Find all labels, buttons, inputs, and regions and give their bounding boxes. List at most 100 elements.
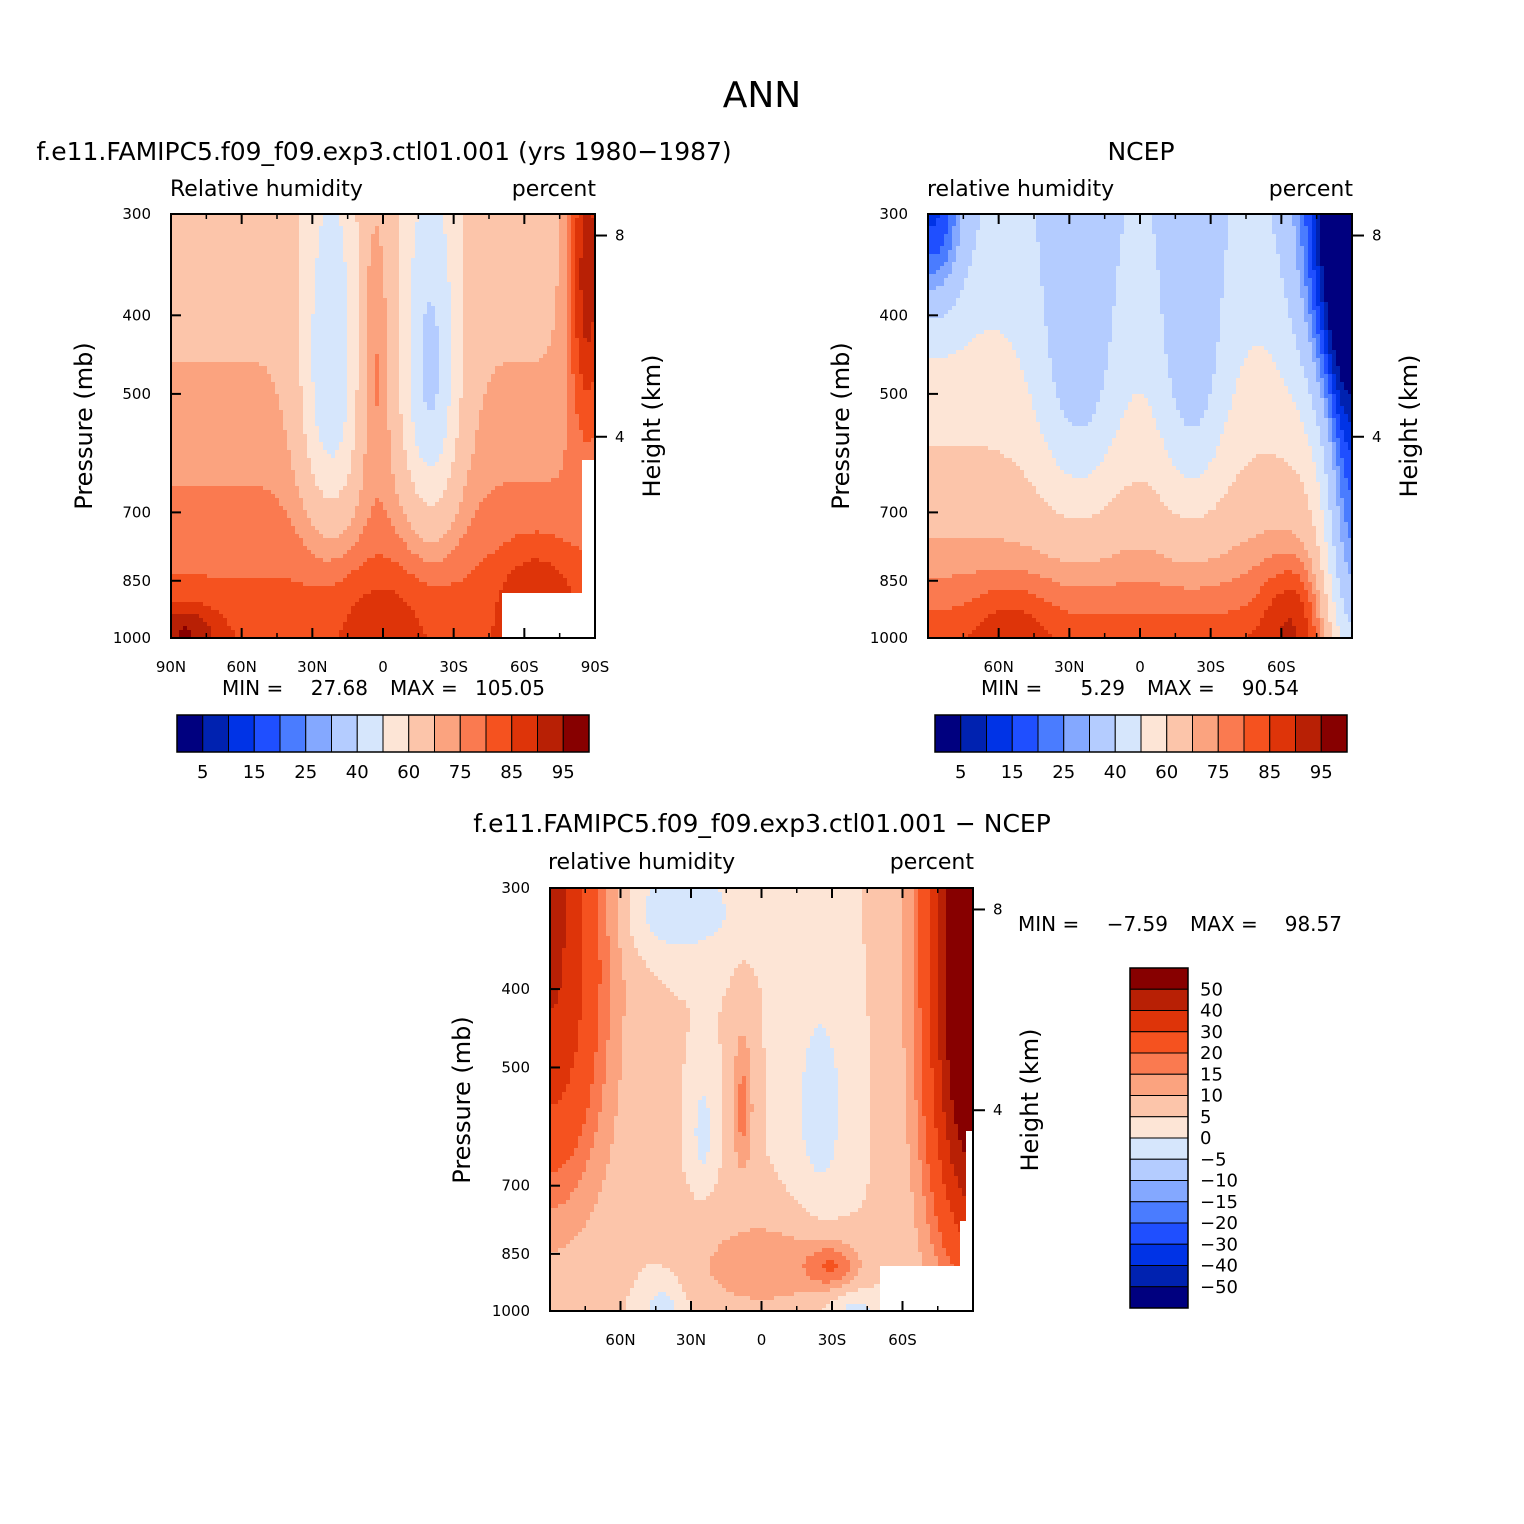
colorbar-box: [562, 714, 590, 753]
colorbar-label: 75: [1207, 762, 1230, 783]
contour-field: [171, 214, 595, 638]
colorbar-label: 95: [552, 762, 575, 783]
x-tick-label: 30N: [676, 1331, 706, 1349]
y2-tick-label: 4: [615, 428, 625, 446]
colorbar-box: [1129, 1095, 1189, 1118]
colorbar-box: [1129, 1180, 1189, 1203]
difference-panel: f.e11.FAMIPC5.f09_f09.exp3.ctl01.001 − N…: [448, 809, 1342, 1349]
missing-data-mask: [966, 1131, 973, 1311]
contour-field: [928, 214, 1352, 638]
colorbar-label: 50: [1200, 979, 1223, 1000]
y2-axis-label: Height (km): [1395, 355, 1423, 498]
colorbar-box: [986, 714, 1013, 753]
y-tick-label: 400: [501, 980, 530, 998]
colorbar-box: [253, 714, 281, 753]
y-tick-label: 700: [879, 503, 908, 521]
y-tick-label: 300: [122, 205, 151, 223]
y2-axis-label: Height (km): [638, 355, 666, 498]
colorbar-label: −15: [1200, 1192, 1238, 1213]
colorbar-box: [1129, 1073, 1189, 1096]
max-label: MAX =: [1190, 912, 1258, 936]
variable-label: Relative humidity: [170, 177, 363, 202]
x-tick-label: 60S: [888, 1331, 917, 1349]
colorbar-label: 15: [1001, 762, 1024, 783]
y-axis-label: Pressure (mb): [827, 342, 855, 509]
colorbar-label: 75: [449, 762, 472, 783]
colorbar-box: [279, 714, 307, 753]
colorbar-label: 5: [1200, 1107, 1211, 1128]
y2-tick-label: 8: [615, 227, 625, 245]
colorbar: 5 15 25 40 60 75 85 95: [176, 714, 590, 783]
colorbar-box: [1129, 1116, 1189, 1139]
colorbar-box: [1140, 714, 1168, 753]
colorbar-box: [459, 714, 487, 753]
colorbar-label: 30: [1200, 1022, 1223, 1043]
colorbar-label: 60: [397, 762, 420, 783]
y-tick-label: 850: [122, 572, 151, 590]
colorbar-label: −40: [1200, 1256, 1238, 1277]
variable-label: relative humidity: [927, 177, 1114, 202]
colorbar-box: [934, 714, 962, 753]
colorbar-box: [1129, 1158, 1189, 1181]
colorbar-box: [176, 714, 204, 753]
colorbar-label: 5: [197, 762, 208, 783]
colorbar-box: [1129, 1222, 1189, 1245]
variable-label: relative humidity: [548, 850, 735, 875]
x-tick-label: 30N: [297, 658, 327, 676]
x-tick-label: 60N: [984, 658, 1014, 676]
y-tick-label: 500: [879, 385, 908, 403]
colorbar-box: [1114, 714, 1142, 753]
colorbar-box: [485, 714, 513, 753]
colorbar-box: [511, 714, 538, 753]
panel-title: f.e11.FAMIPC5.f09_f09.exp3.ctl01.001 (yr…: [36, 137, 731, 166]
max-value: 105.05: [475, 676, 545, 700]
colorbar-label: 15: [243, 762, 266, 783]
y-tick-label: 1000: [113, 629, 151, 647]
panel-title: f.e11.FAMIPC5.f09_f09.exp3.ctl01.001 − N…: [473, 809, 1051, 838]
y-tick-label: 300: [501, 879, 530, 897]
colorbar-label: 40: [1200, 1001, 1223, 1022]
y-tick-label: 500: [122, 385, 151, 403]
colorbar-box: [1129, 1052, 1189, 1075]
min-value: 5.29: [1080, 676, 1125, 700]
y-tick-label: 850: [879, 572, 908, 590]
x-tick-label: 0: [757, 1331, 767, 1349]
colorbar-box: [1129, 988, 1189, 1011]
colorbar-box: [1217, 714, 1245, 753]
x-tick-label: 60S: [1267, 658, 1296, 676]
min-label: MIN =: [981, 676, 1042, 700]
units-label: percent: [1269, 177, 1354, 202]
max-label: MAX =: [1147, 676, 1215, 700]
colorbar-label: −10: [1200, 1171, 1238, 1192]
x-tick-label: 0: [378, 658, 388, 676]
colorbar-label: 40: [346, 762, 369, 783]
colorbar-label: 85: [1258, 762, 1281, 783]
min-label: MIN =: [1018, 912, 1079, 936]
colorbar-label: 20: [1200, 1043, 1223, 1064]
colorbar-label: 15: [1200, 1064, 1223, 1085]
colorbar: 5 15 25 40 60 75 85 95: [934, 714, 1348, 783]
colorbar-box: [202, 714, 229, 753]
colorbar-box: [1192, 714, 1219, 753]
colorbar-box: [408, 714, 435, 753]
y-tick-label: 400: [122, 306, 151, 324]
colorbar-box: [434, 714, 461, 753]
colorbar-label: 0: [1200, 1128, 1211, 1149]
colorbar-box: [1166, 714, 1193, 753]
colorbar-label: −20: [1200, 1213, 1238, 1234]
colorbar-box: [1129, 1137, 1189, 1160]
x-tick-label: 30S: [818, 1331, 847, 1349]
y-tick-label: 850: [501, 1245, 530, 1263]
y2-tick-label: 8: [1372, 227, 1382, 245]
colorbar-box: [1129, 1286, 1189, 1309]
colorbar-box: [305, 714, 332, 753]
colorbar-box: [228, 714, 255, 753]
y-axis-label: Pressure (mb): [70, 342, 98, 509]
x-tick-label: 90N: [156, 658, 186, 676]
colorbar-box: [1089, 714, 1116, 753]
y2-axis-label: Height (km): [1016, 1029, 1044, 1172]
model-panel: f.e11.FAMIPC5.f09_f09.exp3.ctl01.001 (yr…: [36, 137, 731, 783]
x-tick-label: 60N: [227, 658, 257, 676]
